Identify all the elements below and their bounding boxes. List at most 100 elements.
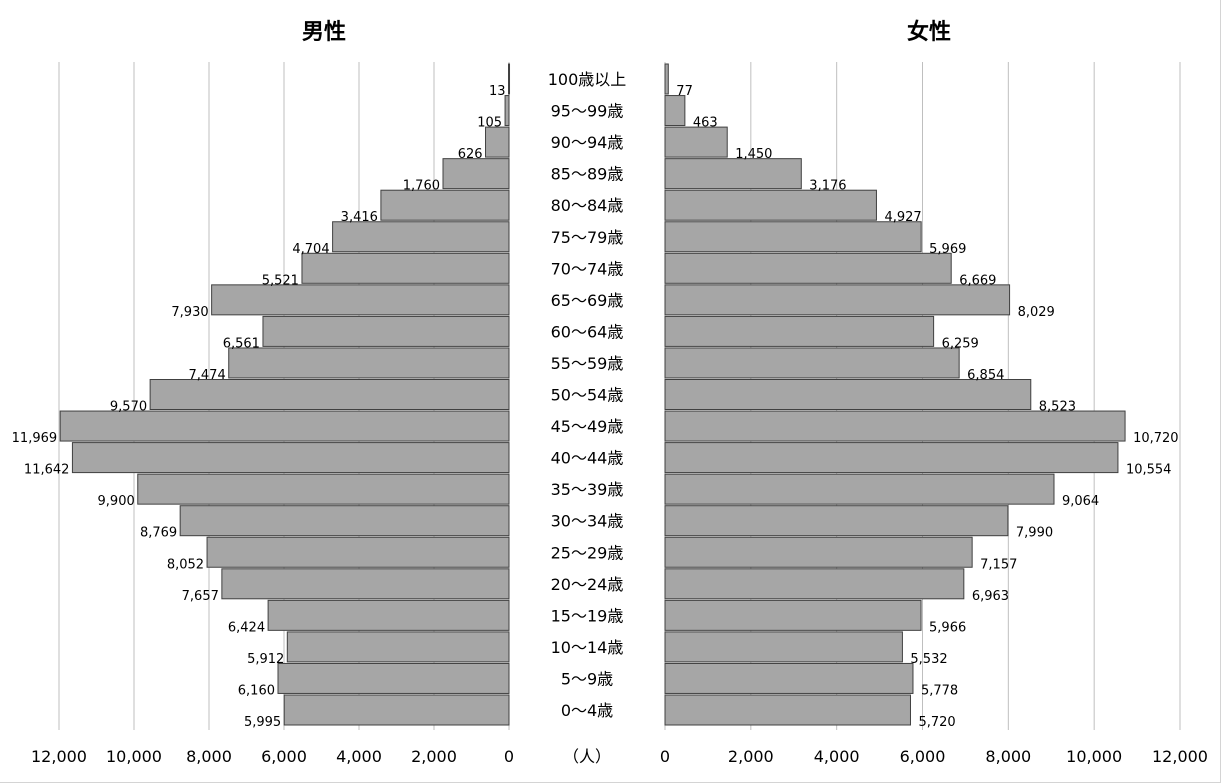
age-group-label: 75〜79歳 (551, 228, 624, 247)
age-group-label: 20〜24歳 (551, 575, 624, 594)
female-data-label: 6,854 (967, 368, 1004, 383)
male-bar (485, 126, 510, 158)
female-bar (664, 694, 911, 726)
female-panel-title: 女性 (907, 20, 952, 45)
male-bar (59, 410, 510, 442)
age-group-label: 80〜84歳 (551, 196, 624, 215)
age-group-label: 90〜94歳 (551, 133, 624, 152)
female-data-label: 10,554 (1126, 463, 1172, 478)
male-data-label: 7,930 (171, 305, 208, 320)
unit-label: （人） (563, 747, 611, 766)
female-data-label: 5,969 (929, 242, 966, 257)
male-data-label: 626 (458, 147, 483, 162)
female-tick-label: 8,000 (985, 747, 1031, 766)
male-data-label: 8,052 (167, 557, 204, 572)
male-data-label: 4,704 (292, 242, 329, 257)
male-data-label: 13 (489, 84, 506, 99)
female-bar (664, 315, 935, 347)
male-bar (179, 505, 510, 537)
male-data-label: 5,995 (244, 715, 281, 730)
male-data-labels: 13 105 626 1,760 3,416 4,704 5,521 7,930 6,561 7,… (12, 84, 506, 730)
male-data-label: 11,642 (24, 463, 70, 478)
female-bar (664, 95, 686, 127)
female-data-label: 10,720 (1133, 431, 1179, 446)
age-group-label: 85〜89歳 (551, 165, 624, 184)
female-data-label: 4,927 (884, 210, 921, 225)
female-tick-label: 10,000 (1066, 747, 1122, 766)
male-bar (211, 284, 510, 316)
male-tick-label: 4,000 (336, 747, 382, 766)
male-data-label: 3,416 (341, 210, 378, 225)
female-bar (664, 473, 1055, 505)
male-bar (283, 694, 510, 726)
age-group-label: 40〜44歳 (551, 449, 624, 468)
age-group-label: 65〜69歳 (551, 291, 624, 310)
female-tick-label: 0 (660, 747, 670, 766)
male-bar (267, 599, 510, 631)
female-bars (664, 63, 1126, 726)
male-tick-label: 8,000 (186, 747, 232, 766)
female-bar (664, 662, 914, 694)
male-tick-label: 10,000 (106, 747, 162, 766)
male-data-label: 9,900 (98, 494, 135, 509)
male-bar (277, 662, 510, 694)
female-bar (664, 379, 1032, 410)
female-data-label: 3,176 (809, 179, 846, 194)
female-data-label: 463 (693, 116, 718, 131)
female-bar (664, 158, 802, 190)
male-bar (508, 63, 511, 95)
female-bar (664, 347, 960, 379)
age-group-label: 60〜64歳 (551, 322, 624, 341)
age-group-label: 45〜49歳 (551, 417, 624, 436)
male-tick-label: 2,000 (411, 747, 457, 766)
female-data-label: 6,259 (942, 336, 979, 351)
male-data-label: 11,969 (12, 431, 58, 446)
female-data-label: 5,966 (929, 620, 966, 635)
female-x-axis: 0 2,000 4,000 6,000 8,000 10,000 12,000 (660, 747, 1208, 766)
female-tick-label: 4,000 (814, 747, 860, 766)
male-bar (137, 473, 510, 505)
male-bar (262, 315, 510, 347)
female-data-label: 7,990 (1016, 526, 1053, 541)
age-group-label: 0〜4歳 (561, 701, 613, 720)
female-bar (664, 631, 903, 663)
male-bar (301, 252, 510, 284)
female-bar (664, 442, 1119, 474)
age-group-label: 10〜14歳 (551, 638, 624, 657)
female-bar (664, 568, 965, 600)
male-bar (149, 379, 510, 410)
female-bar (664, 126, 728, 158)
male-bar (504, 95, 510, 127)
male-bar (332, 221, 510, 253)
female-tick-label: 12,000 (1152, 747, 1208, 766)
male-data-label: 6,424 (228, 620, 265, 635)
male-bar (206, 536, 510, 568)
male-data-label: 1,760 (403, 179, 440, 194)
male-data-label: 5,912 (247, 652, 284, 667)
male-bar (228, 347, 510, 379)
male-data-label: 6,561 (223, 336, 260, 351)
age-group-label: 5〜9歳 (561, 669, 613, 688)
age-group-label: 15〜19歳 (551, 606, 624, 625)
female-data-label: 7,157 (980, 557, 1017, 572)
age-group-label: 30〜34歳 (551, 512, 624, 531)
female-bar (664, 221, 922, 253)
male-bar (380, 189, 510, 221)
male-data-label: 8,769 (140, 526, 177, 541)
female-data-label: 77 (676, 84, 693, 99)
age-group-label: 25〜29歳 (551, 543, 624, 562)
age-group-label: 55〜59歳 (551, 354, 624, 373)
female-bar (664, 284, 1011, 316)
male-bar (221, 568, 510, 600)
age-group-label: 95〜99歳 (551, 102, 624, 121)
female-bar (664, 189, 877, 221)
male-panel-title: 男性 (302, 20, 347, 45)
female-data-label: 5,778 (921, 683, 958, 698)
female-data-label: 9,064 (1062, 494, 1099, 509)
male-bar (286, 631, 510, 663)
male-tick-label: 0 (504, 747, 514, 766)
female-data-label: 1,450 (735, 147, 772, 162)
age-group-label: 35〜39歳 (551, 480, 624, 499)
